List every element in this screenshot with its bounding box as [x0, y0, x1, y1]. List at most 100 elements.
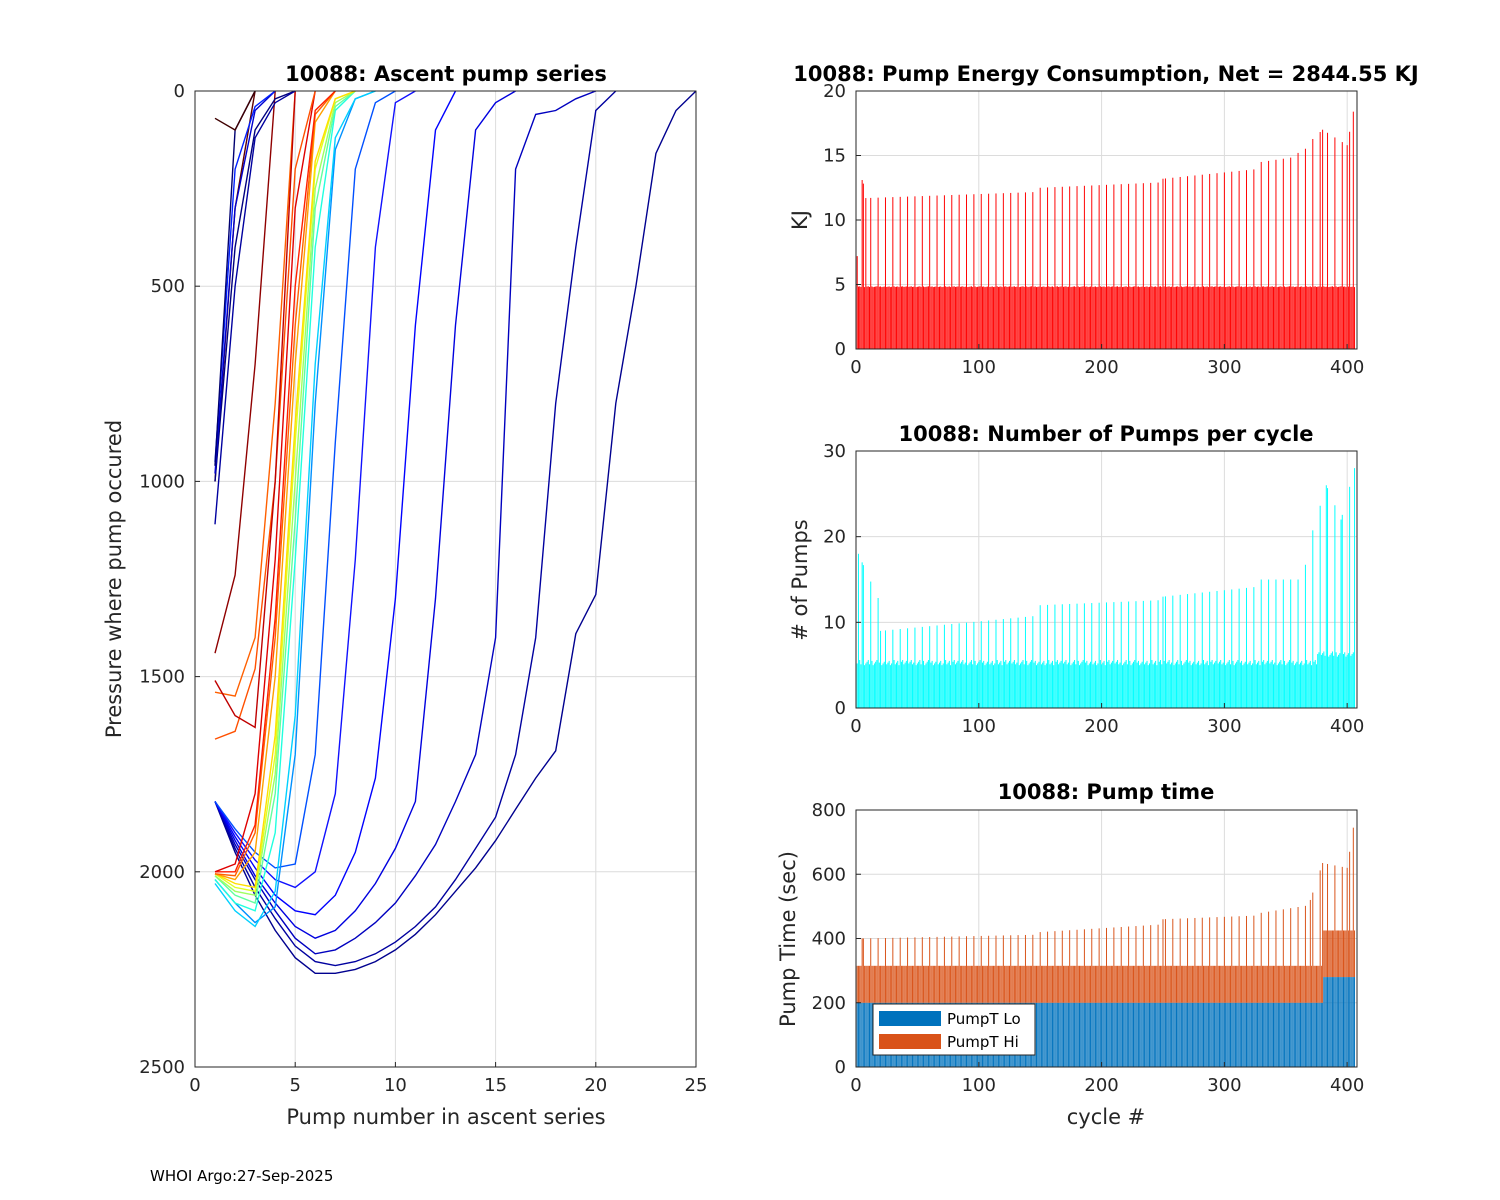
bar [1171, 662, 1173, 708]
bar [1193, 286, 1195, 349]
bar-hi [1261, 965, 1263, 1003]
bar [970, 660, 972, 708]
bar-hi [924, 965, 926, 1003]
bar [1146, 660, 1148, 708]
bar [1038, 286, 1040, 349]
bar [1323, 651, 1325, 708]
bar [1176, 286, 1177, 349]
bar [968, 663, 970, 708]
bar-lo [1038, 1002, 1040, 1067]
bar-hi [1317, 965, 1319, 1003]
bar-hi [1265, 965, 1267, 1003]
bar-hi [1001, 965, 1003, 1003]
x-tick-label: 0 [850, 716, 861, 737]
bar [1027, 665, 1029, 708]
bar [970, 286, 972, 349]
bar [1260, 579, 1262, 708]
bar-hi [996, 965, 998, 1003]
bar [1101, 664, 1103, 708]
bar [1072, 661, 1074, 708]
bar-lo [1182, 1002, 1184, 1067]
bar-lo [1285, 1002, 1287, 1067]
bar [1066, 286, 1068, 349]
bar-hi [1301, 965, 1303, 1003]
bar-lo [1338, 977, 1340, 1067]
bar-lo [1344, 977, 1346, 1067]
bar [1204, 286, 1206, 349]
bar [1227, 286, 1229, 349]
bar-lo [1291, 1002, 1293, 1067]
bar [1198, 660, 1200, 708]
bar [1253, 587, 1255, 708]
bar-hi [1266, 965, 1268, 1003]
bar [1160, 286, 1162, 349]
bar-lo [1144, 1002, 1146, 1067]
y-tick-label: 0 [835, 339, 846, 360]
bar-hi [1260, 912, 1262, 1003]
bar-hi [1156, 965, 1158, 1003]
bar-hi [1121, 965, 1123, 1003]
bar [1270, 661, 1272, 708]
bar-lo [1234, 1002, 1236, 1067]
bar-hi [967, 965, 969, 1003]
bar-hi [1300, 965, 1302, 1003]
bar [1099, 660, 1101, 708]
bar [1090, 286, 1092, 349]
bar [894, 664, 896, 708]
bar-lo [1319, 1002, 1321, 1067]
bar [1123, 663, 1125, 708]
bar [1209, 173, 1211, 349]
bar-lo [1254, 1002, 1256, 1067]
bar [1233, 665, 1235, 708]
bar [991, 660, 993, 708]
bar [1295, 663, 1297, 708]
bar [1249, 660, 1251, 708]
bar [1107, 661, 1109, 708]
bar [1216, 173, 1218, 349]
bar [1009, 286, 1010, 349]
bar-lo [1119, 1002, 1121, 1067]
bar [974, 660, 976, 708]
bar-hi [1130, 965, 1132, 1003]
bar [1308, 662, 1310, 708]
bar-lo [1314, 1002, 1316, 1067]
bar-hi [1245, 915, 1247, 1003]
bar-hi [1291, 965, 1293, 1003]
bar [1123, 286, 1125, 349]
bar [1279, 286, 1281, 349]
bar-hi [1193, 965, 1195, 1003]
bar-hi [1093, 965, 1095, 1003]
x-tick-label: 5 [289, 1075, 300, 1096]
bar [1039, 605, 1041, 708]
bar-hi [1113, 927, 1115, 1003]
bar [991, 286, 993, 349]
bar-hi [1248, 965, 1250, 1003]
bar [1339, 286, 1341, 349]
y-tick-label: 0 [174, 81, 185, 102]
bar-lo [1097, 1002, 1099, 1067]
bar [923, 660, 925, 708]
bar-lo [1135, 1002, 1137, 1067]
bar [989, 664, 991, 708]
bar-hi [1273, 965, 1274, 1003]
bar-hi [1018, 965, 1020, 1003]
bar-hi [1339, 930, 1341, 978]
bar [941, 665, 943, 708]
bar-hi [1324, 930, 1326, 978]
bar-hi [1222, 965, 1224, 1003]
bar [1284, 660, 1286, 708]
bar [1056, 286, 1058, 349]
bar [877, 197, 879, 349]
bar [924, 665, 926, 708]
bar [1242, 665, 1244, 708]
bar [1106, 184, 1107, 349]
bar [1037, 663, 1039, 708]
bar [1087, 287, 1089, 349]
bar [958, 194, 960, 349]
bar-lo [1227, 1002, 1229, 1067]
series-line-early-d [214, 90, 516, 939]
bar [1072, 286, 1074, 349]
bar [1285, 287, 1287, 349]
bar [1329, 654, 1331, 708]
